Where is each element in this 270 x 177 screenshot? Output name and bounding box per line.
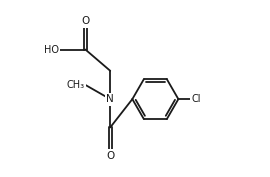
Text: Cl: Cl — [192, 94, 201, 104]
Text: N: N — [106, 94, 114, 104]
Text: CH₃: CH₃ — [66, 80, 85, 90]
Text: O: O — [106, 151, 114, 161]
Text: O: O — [81, 16, 90, 26]
Text: HO: HO — [44, 45, 59, 55]
